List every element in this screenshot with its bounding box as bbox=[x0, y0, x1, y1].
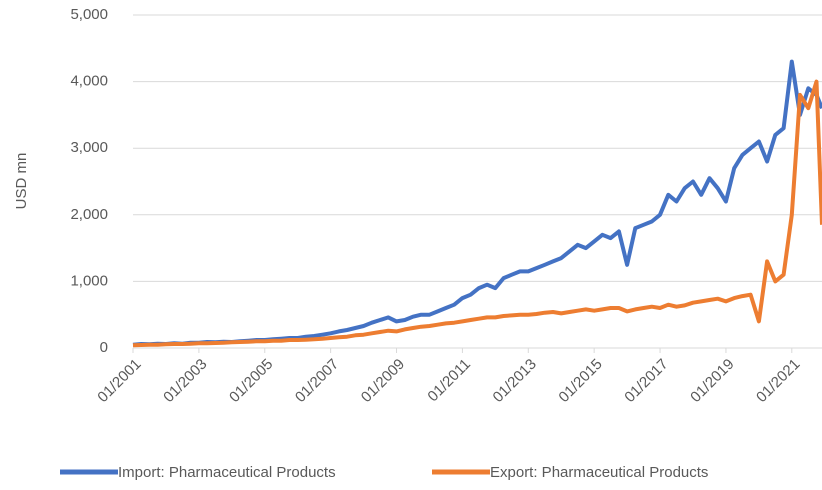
y-axis-label: USD mn bbox=[13, 153, 30, 210]
x-tick-label: 01/2015 bbox=[555, 356, 605, 406]
x-tick-label: 01/2003 bbox=[160, 356, 210, 406]
y-tick-label: 3,000 bbox=[70, 139, 108, 156]
y-tick-label: 2,000 bbox=[70, 206, 108, 223]
series-line bbox=[132, 59, 822, 347]
y-tick-label: 0 bbox=[100, 339, 108, 356]
x-tick-label: 01/2011 bbox=[424, 356, 474, 406]
y-tick-label: 1,000 bbox=[70, 272, 108, 289]
y-tick-label: 5,000 bbox=[70, 6, 108, 23]
y-tick-label: 4,000 bbox=[70, 73, 108, 90]
x-tick-label: 01/2021 bbox=[753, 356, 803, 406]
x-tick-label: 01/2019 bbox=[687, 356, 737, 406]
legend-label: Export: Pharmaceutical Products bbox=[490, 464, 708, 481]
x-tick-label: 01/2013 bbox=[490, 356, 540, 406]
legend-label: Import: Pharmaceutical Products bbox=[118, 464, 336, 481]
x-tick-label: 01/2009 bbox=[358, 356, 408, 406]
x-tick-label: 01/2005 bbox=[226, 356, 276, 406]
x-tick-label: 01/2017 bbox=[621, 356, 671, 406]
x-tick-label: 01/2007 bbox=[292, 356, 342, 406]
series-line bbox=[132, 79, 822, 348]
x-tick-label: 01/2001 bbox=[94, 356, 144, 406]
